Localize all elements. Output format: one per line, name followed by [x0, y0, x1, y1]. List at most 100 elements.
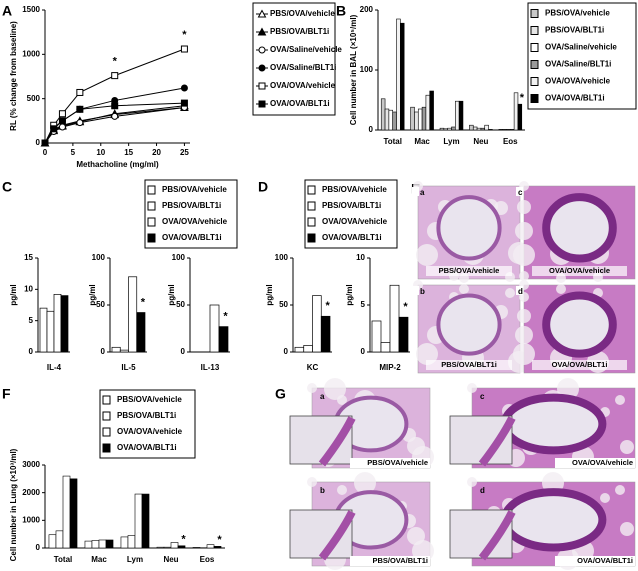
- x-tick-label: 15: [124, 148, 133, 157]
- y-tick-label: 0: [181, 347, 186, 356]
- bar: [120, 536, 129, 549]
- bar: [91, 540, 100, 549]
- y-tick-label: 5: [29, 316, 34, 325]
- x-tick-label: Neu: [163, 555, 178, 564]
- marker: [58, 123, 66, 131]
- bar: [439, 127, 445, 131]
- image-letter: c: [518, 188, 523, 197]
- bar: [498, 129, 503, 131]
- bar: [105, 539, 114, 549]
- bar: [192, 547, 201, 549]
- y-tick-label: 0: [369, 125, 374, 134]
- y-tick-label: 5: [361, 300, 366, 309]
- inset-wall: [318, 416, 356, 467]
- legend-swatch: [530, 77, 539, 86]
- y-tick-label: 100: [172, 253, 186, 262]
- y-tick-label: 0: [36, 138, 41, 147]
- legend-swatch: [147, 185, 156, 195]
- alveolus: [467, 383, 477, 393]
- bar: [447, 127, 452, 131]
- legend-box: [304, 179, 398, 249]
- alveolus: [505, 288, 515, 298]
- significance-mark: *: [217, 534, 222, 546]
- airway-wall: [436, 293, 502, 356]
- marker: [258, 46, 266, 54]
- y-tick-label: 0: [101, 347, 106, 356]
- legend-box: [144, 179, 238, 249]
- legend-swatch: [530, 94, 539, 103]
- image-caption: PBS/OVA/vehicle: [439, 266, 500, 275]
- x-tick-label: IL-4: [47, 363, 62, 372]
- bar: [136, 312, 146, 353]
- airway-wall: [500, 488, 607, 552]
- x-tick-label: Mac: [91, 555, 107, 564]
- legend-label: OVA/OVA/BLT1i: [545, 94, 605, 103]
- bar: [380, 342, 391, 353]
- alveolus: [307, 383, 317, 393]
- caption-bg: [555, 556, 635, 566]
- bar: [517, 103, 523, 131]
- legend-label: OVA/Saline/vehicle: [270, 45, 342, 54]
- alveolus: [467, 477, 477, 487]
- letter-bg: [516, 286, 523, 295]
- y-axis-label: pg/ml: [265, 284, 274, 305]
- bar: [396, 18, 401, 131]
- bar: [39, 307, 48, 353]
- y-axis-label: Cell number in Lung (×10³/ml): [9, 448, 18, 561]
- bar: [46, 310, 55, 353]
- bar: [141, 493, 150, 549]
- x-tick-label: 20: [152, 148, 161, 157]
- bar: [417, 108, 423, 131]
- bar: [62, 475, 71, 549]
- panel-letter: B: [336, 3, 346, 19]
- significance-mark: *: [141, 296, 146, 308]
- image-letter: c: [480, 392, 485, 401]
- alveolus: [615, 395, 625, 405]
- significance-mark: *: [403, 301, 408, 313]
- y-tick-label: 1000: [22, 515, 40, 524]
- panel-letter: A: [2, 3, 12, 19]
- image-letter: a: [420, 188, 425, 197]
- legend-label: PBS/OVA/BLT1i: [117, 411, 176, 420]
- alveolus: [337, 485, 347, 495]
- x-tick-label: 10: [96, 148, 105, 157]
- bar: [476, 127, 482, 131]
- alveolus: [513, 244, 535, 266]
- bar: [213, 546, 222, 549]
- x-tick-label: IL-5: [121, 363, 136, 372]
- bar: [60, 295, 69, 353]
- alveolus: [519, 271, 529, 281]
- letter-bg: [412, 187, 419, 196]
- marker: [58, 117, 66, 125]
- legend-swatch: [530, 9, 539, 18]
- legend-label: PBS/OVA/vehicle: [162, 185, 227, 194]
- x-tick-label: Eos: [200, 555, 215, 564]
- y-axis-label: pg/ml: [88, 284, 97, 305]
- marker: [111, 112, 119, 120]
- x-tick-label: MIP-2: [379, 363, 401, 372]
- letter-bg: [516, 187, 523, 196]
- alveolus: [517, 309, 531, 323]
- bar: [303, 345, 313, 353]
- alveolus: [407, 527, 425, 545]
- significance-mark: *: [325, 300, 330, 312]
- legend-swatch: [102, 427, 111, 437]
- alveolus: [556, 284, 566, 294]
- bar: [209, 304, 220, 353]
- airway-wall: [542, 291, 617, 358]
- y-tick-label: 200: [360, 5, 374, 14]
- y-tick-label: 50: [96, 300, 105, 309]
- image-caption: PBS/OVA/BLT1i: [372, 556, 428, 565]
- panel-letter: D: [258, 179, 268, 195]
- bar: [451, 126, 456, 131]
- x-tick-label: 25: [180, 148, 189, 157]
- caption-bg: [555, 458, 635, 468]
- panel-letter: F: [2, 386, 11, 402]
- caption-bg: [426, 360, 512, 370]
- y-tick-label: 0: [36, 543, 41, 552]
- bar: [389, 284, 400, 353]
- bar: [55, 530, 64, 549]
- legend-swatch: [307, 185, 316, 195]
- y-tick-label: 500: [27, 94, 41, 103]
